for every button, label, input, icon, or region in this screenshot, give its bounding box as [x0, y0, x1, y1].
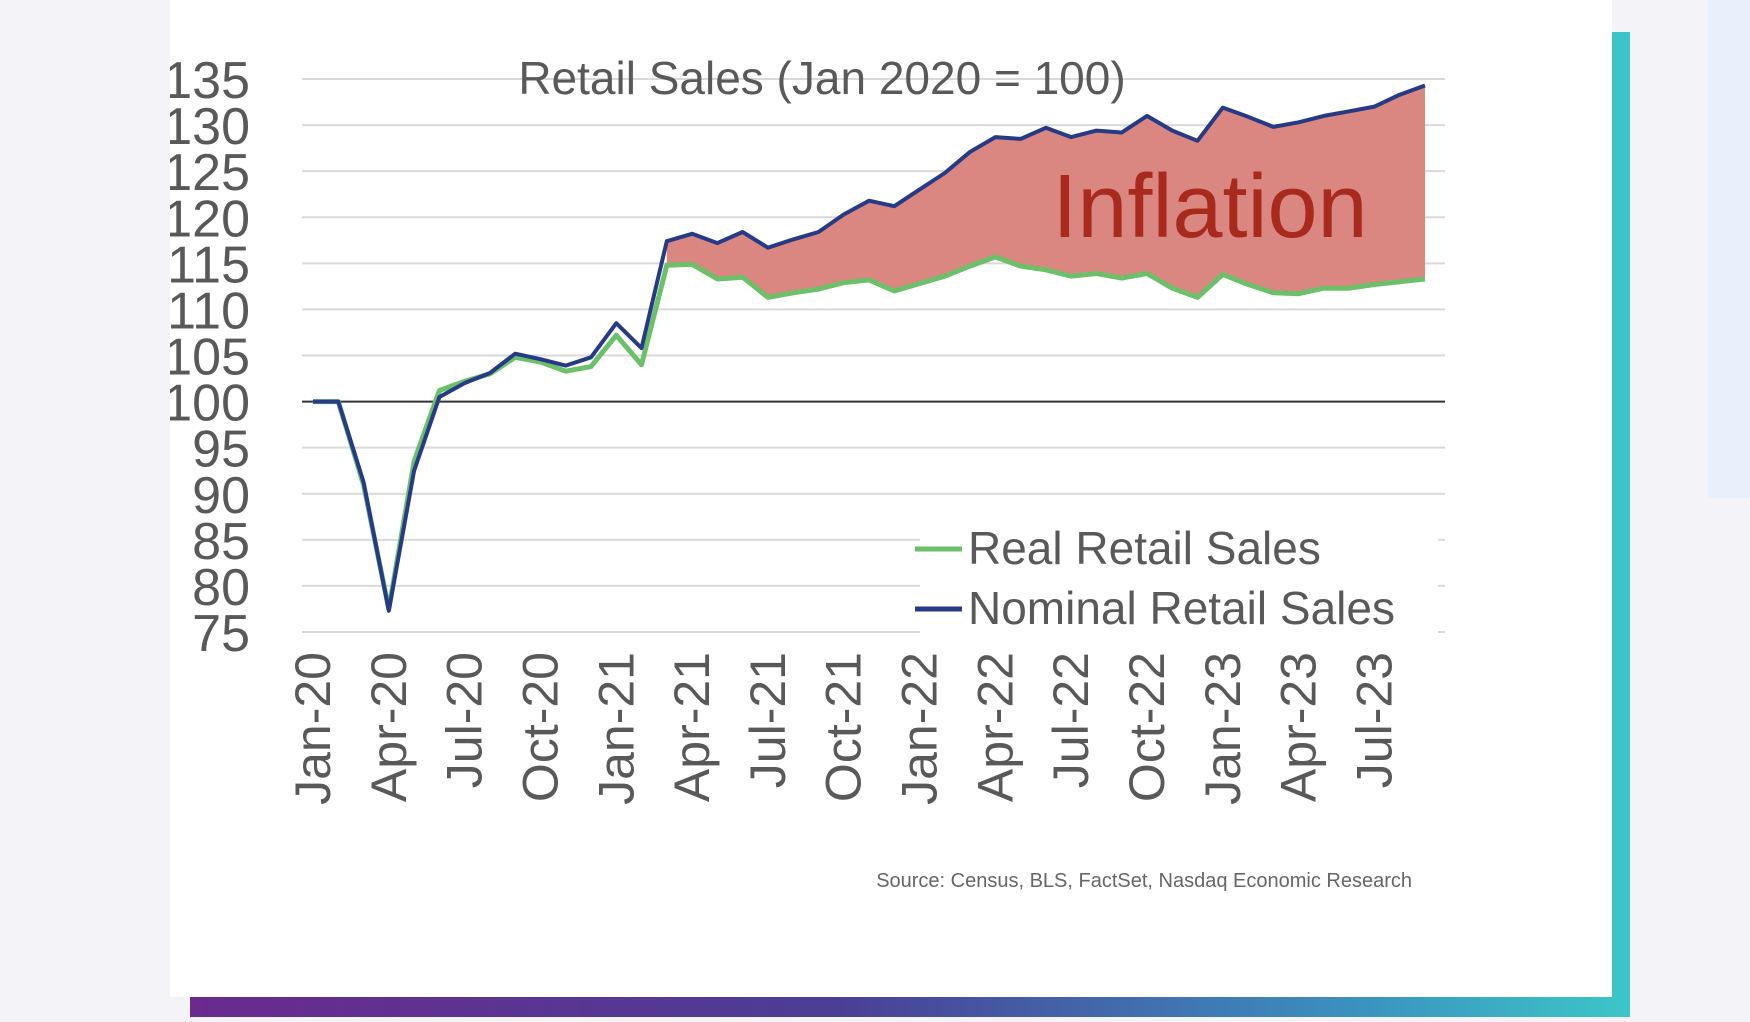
y-tick-label: 120 [170, 190, 250, 248]
x-tick-label: Apr-21 [664, 652, 720, 802]
x-tick-label: Apr-22 [967, 652, 1023, 802]
chart-title: Retail Sales (Jan 2020 = 100) [518, 52, 1125, 104]
legend: Real Retail Sales Nominal Retail Sales [915, 518, 1438, 634]
y-tick-label: 115 [170, 236, 250, 294]
y-tick-label: 135 [170, 52, 250, 110]
x-tick-label: Jan-23 [1195, 652, 1251, 805]
series-line-nominal-retail-sales [313, 83, 1426, 613]
top-strip [170, 0, 1612, 12]
y-tick-label: 105 [170, 329, 250, 387]
x-tick-label: Jul-21 [740, 652, 796, 788]
y-tick-label: 90 [192, 467, 250, 525]
y-tick-label: 85 [192, 513, 250, 571]
x-tick-label: Apr-23 [1271, 652, 1327, 802]
y-tick-label: 100 [170, 375, 250, 433]
y-tick-label: 75 [192, 605, 250, 663]
y-tick-label: 95 [192, 421, 250, 479]
x-axis-ticks: Jan-20 Apr-20 Jul-20 Oct-20 Jan-21 Apr-21 Jul-… [285, 652, 1402, 805]
legend-label-real: Real Retail Sales [968, 522, 1321, 574]
x-tick-label: Jan-22 [892, 652, 948, 805]
x-tick-label: Oct-22 [1119, 652, 1175, 802]
x-tick-label: Oct-21 [816, 652, 872, 802]
x-tick-label: Oct-20 [512, 652, 568, 802]
inflation-area [666, 85, 1425, 298]
inflation-annotation: Inflation [1052, 157, 1367, 257]
source-note: Source: Census, BLS, FactSet, Nasdaq Eco… [876, 870, 1412, 892]
x-tick-label: Jul-20 [437, 652, 493, 788]
chart-card: 135 130 125 120 115 110 105 100 95 90 85 80 75 Jan-2… [170, 12, 1612, 997]
y-tick-label: 110 [170, 282, 250, 340]
y-tick-label: 130 [170, 98, 250, 156]
y-tick-label: 125 [170, 144, 250, 202]
x-tick-label: Jul-23 [1346, 652, 1402, 788]
y-tick-label: 80 [192, 559, 250, 617]
x-tick-label: Jul-22 [1043, 652, 1099, 788]
right-side-panel [1708, 0, 1750, 498]
x-tick-label: Jan-21 [588, 652, 644, 805]
legend-label-nominal: Nominal Retail Sales [968, 582, 1395, 634]
x-tick-label: Apr-20 [361, 652, 417, 802]
x-tick-label: Jan-20 [285, 652, 341, 805]
